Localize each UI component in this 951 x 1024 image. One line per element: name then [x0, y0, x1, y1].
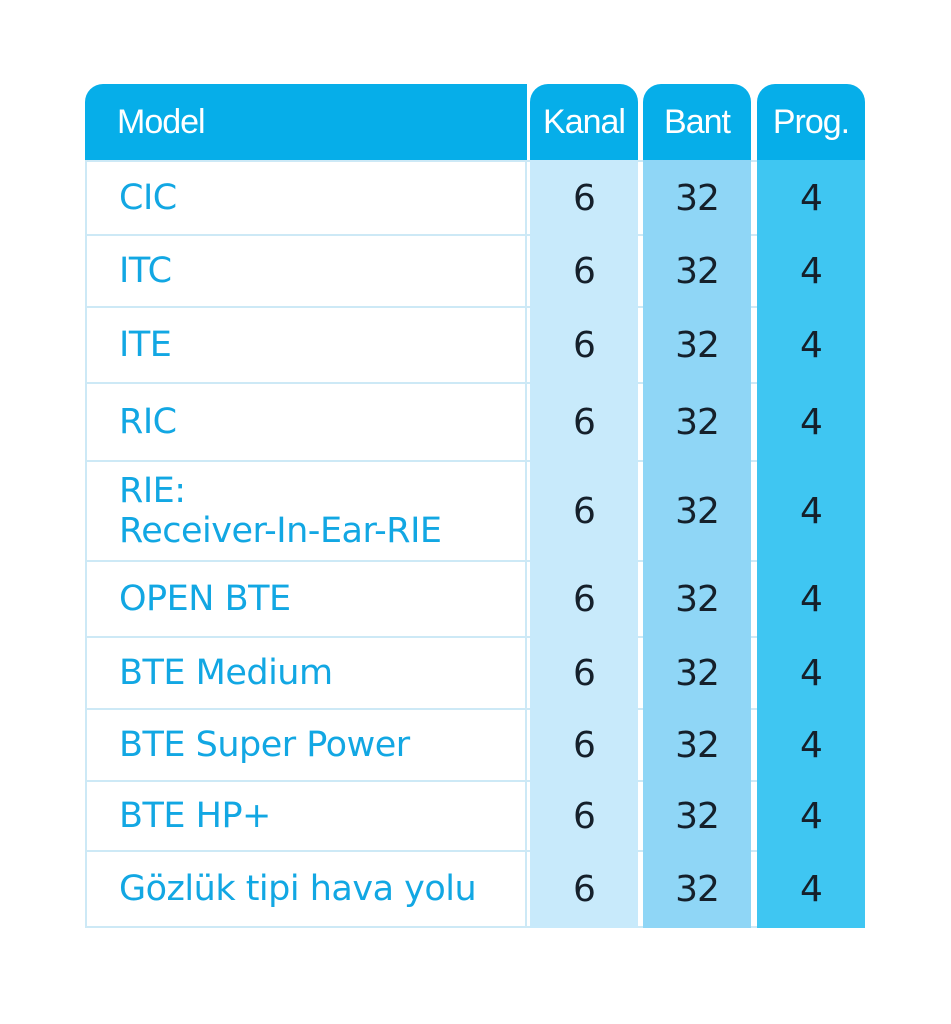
header-kanal: Kanal	[530, 84, 638, 160]
model-cell: OPEN BTE	[85, 562, 527, 636]
kanal-cell: 6	[530, 306, 638, 384]
prog-cell: 4	[757, 460, 865, 562]
table-row: RIE: Receiver-In-Ear-RIE 6 32 4	[85, 460, 865, 562]
prog-cell: 4	[757, 382, 865, 462]
kanal-cell: 6	[530, 382, 638, 462]
model-cell: BTE Super Power	[85, 710, 527, 780]
model-cell: CIC	[85, 162, 527, 234]
model-cell: ITC	[85, 236, 527, 306]
model-cell: RIE: Receiver-In-Ear-RIE	[85, 462, 527, 560]
prog-cell: 4	[757, 708, 865, 782]
bant-cell: 32	[643, 306, 751, 384]
kanal-cell: 6	[530, 708, 638, 782]
kanal-cell: 6	[530, 560, 638, 638]
kanal-cell: 6	[530, 636, 638, 710]
kanal-cell: 6	[530, 160, 638, 236]
bant-cell: 32	[643, 460, 751, 562]
table-header: Model Kanal Bant Prog.	[85, 84, 865, 160]
kanal-cell: 6	[530, 234, 638, 308]
bant-cell: 32	[643, 636, 751, 710]
bant-cell: 32	[643, 560, 751, 638]
table-row: BTE Medium 6 32 4	[85, 636, 865, 710]
bant-cell: 32	[643, 708, 751, 782]
table-row: RIC 6 32 4	[85, 382, 865, 462]
bant-cell: 32	[643, 780, 751, 852]
table-row: OPEN BTE 6 32 4	[85, 560, 865, 638]
kanal-cell: 6	[530, 460, 638, 562]
specs-table: Model Kanal Bant Prog. CIC 6 32 4 ITC 6 32 4 ITE…	[85, 84, 865, 928]
model-cell: BTE HP+	[85, 782, 527, 850]
model-cell: RIC	[85, 384, 527, 460]
bant-cell: 32	[643, 850, 751, 928]
table-row: CIC 6 32 4	[85, 160, 865, 236]
table-row: Gözlük tipi hava yolu 6 32 4	[85, 850, 865, 928]
header-prog: Prog.	[757, 84, 865, 160]
table-row: ITE 6 32 4	[85, 306, 865, 384]
model-cell: ITE	[85, 308, 527, 382]
table-body: CIC 6 32 4 ITC 6 32 4 ITE 6 32 4 RIC 6 32 4 RIE: Receive…	[85, 160, 865, 928]
model-cell: Gözlük tipi hava yolu	[85, 852, 527, 926]
bant-cell: 32	[643, 160, 751, 236]
prog-cell: 4	[757, 160, 865, 236]
header-model: Model	[85, 84, 527, 160]
table-row: ITC 6 32 4	[85, 234, 865, 308]
model-cell: BTE Medium	[85, 638, 527, 708]
prog-cell: 4	[757, 636, 865, 710]
header-bant: Bant	[643, 84, 751, 160]
table-row: BTE Super Power 6 32 4	[85, 708, 865, 782]
prog-cell: 4	[757, 560, 865, 638]
prog-cell: 4	[757, 780, 865, 852]
prog-cell: 4	[757, 306, 865, 384]
bant-cell: 32	[643, 382, 751, 462]
bant-cell: 32	[643, 234, 751, 308]
prog-cell: 4	[757, 850, 865, 928]
kanal-cell: 6	[530, 850, 638, 928]
table-row: BTE HP+ 6 32 4	[85, 780, 865, 852]
kanal-cell: 6	[530, 780, 638, 852]
prog-cell: 4	[757, 234, 865, 308]
